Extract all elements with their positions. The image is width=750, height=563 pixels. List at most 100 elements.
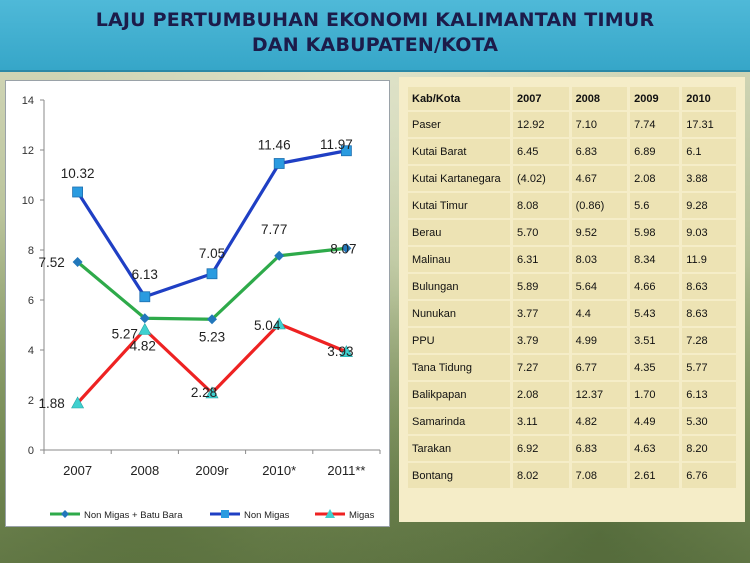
data-label: 11.97 (320, 137, 353, 152)
growth-value-cell: 5.77 (682, 355, 736, 380)
growth-value-cell: 6.1 (682, 139, 736, 164)
region-name-cell: Tana Tidung (408, 355, 510, 380)
growth-value-cell: 7.10 (571, 112, 628, 137)
growth-value-cell: 4.35 (630, 355, 680, 380)
growth-value-cell: 8.34 (630, 247, 680, 272)
table-row: Paser 12.92 7.10 7.74 17.31 (408, 112, 736, 137)
y-tick-label: 4 (28, 345, 34, 357)
table-header-cell: 2008 (571, 87, 628, 110)
table-header-cell: Kab/Kota (408, 87, 510, 110)
data-label: 2.28 (191, 385, 217, 400)
x-tick-label: 2011** (327, 463, 365, 478)
region-name-cell: PPU (408, 328, 510, 353)
table-row: Kutai Timur 8.08 (0.86) 5.6 9.28 (408, 193, 736, 218)
growth-value-cell: 11.9 (682, 247, 736, 272)
data-point-marker (273, 158, 285, 169)
region-name-cell: Nunukan (408, 301, 510, 326)
y-tick-label: 6 (28, 295, 34, 307)
data-point-marker (206, 268, 218, 280)
growth-value-cell: 12.37 (571, 382, 628, 407)
growth-value-cell: 6.45 (513, 139, 569, 164)
growth-value-cell: 6.31 (513, 247, 569, 272)
region-name-cell: Kutai Timur (408, 193, 510, 218)
data-label: 3.93 (327, 344, 353, 359)
regional-growth-table: Kab/Kota 2007 2008 2009 2010 Paser 12.92 7.10 7… (405, 85, 739, 490)
growth-value-cell: 4.49 (630, 409, 680, 434)
growth-value-cell: 3.51 (630, 328, 680, 353)
y-tick-label: 12 (22, 145, 34, 157)
title-line-2: DAN KABUPATEN/KOTA (251, 34, 499, 56)
growth-value-cell: 5.64 (571, 274, 628, 299)
growth-value-cell: 2.08 (630, 166, 680, 191)
data-point-marker (339, 345, 353, 358)
growth-value-cell: 17.31 (682, 112, 736, 137)
data-point-marker (139, 291, 151, 303)
y-tick-label: 8 (28, 245, 34, 257)
table-row: Bulungan 5.89 5.64 4.66 8.63 (408, 274, 736, 299)
y-tick-label: 10 (22, 195, 34, 207)
growth-value-cell: 8.63 (682, 301, 736, 326)
chart-svg: 0 2 4 6 8 10 12 14 2007 2008 2009r 2010* 2011** 7.52 5… (22, 95, 381, 521)
growth-value-cell: (4.02) (513, 166, 569, 191)
data-point-marker (272, 317, 286, 330)
title-line-1: LAJU PERTUMBUHAN EKONOMI KALIMANTAN TIMU… (95, 9, 655, 31)
data-point-marker (340, 145, 352, 157)
growth-value-cell: 6.83 (571, 139, 628, 164)
growth-value-cell: 7.74 (630, 112, 680, 137)
growth-value-cell: 7.27 (513, 355, 569, 380)
data-label: 8.07 (330, 241, 356, 256)
data-point-marker (71, 396, 85, 409)
growth-value-cell: 7.28 (682, 328, 736, 353)
data-point-marker (274, 250, 285, 261)
table-row: Berau 5.70 9.52 5.98 9.03 (408, 220, 736, 245)
legend-label: Non Migas (244, 510, 290, 521)
growth-value-cell: (0.86) (571, 193, 628, 218)
x-tick-label: 2007 (63, 463, 92, 478)
region-name-cell: Paser (408, 112, 510, 137)
growth-value-cell: 2.61 (630, 463, 680, 488)
data-label: 5.23 (199, 329, 225, 344)
growth-value-cell: 2.08 (513, 382, 569, 407)
region-name-cell: Samarinda (408, 409, 510, 434)
data-point-marker (72, 186, 83, 198)
data-label: 11.46 (258, 138, 291, 153)
y-tick-label: 14 (22, 95, 34, 107)
data-label: 6.13 (132, 267, 158, 282)
table-row: Bontang 8.02 7.08 2.61 6.76 (408, 463, 736, 488)
growth-value-cell: 1.70 (630, 382, 680, 407)
growth-value-cell: 6.76 (682, 463, 736, 488)
table-row: Kutai Kartanegara (4.02) 4.67 2.08 3.88 (408, 166, 736, 191)
growth-value-cell: 9.03 (682, 220, 736, 245)
growth-value-cell: 4.4 (571, 301, 628, 326)
growth-value-cell: 5.6 (630, 193, 680, 218)
growth-value-cell: 6.83 (571, 436, 628, 461)
data-point-marker (138, 322, 152, 335)
growth-value-cell: 5.89 (513, 274, 569, 299)
growth-value-cell: 9.52 (571, 220, 628, 245)
growth-value-cell: 3.88 (682, 166, 736, 191)
growth-value-cell: 6.92 (513, 436, 569, 461)
growth-value-cell: 5.70 (513, 220, 569, 245)
table-row: Malinau 6.31 8.03 8.34 11.9 (408, 247, 736, 272)
x-tick-label: 2008 (130, 463, 159, 478)
data-point-marker (207, 314, 217, 325)
data-label: 7.05 (199, 246, 225, 261)
growth-value-cell: 3.11 (513, 409, 569, 434)
growth-value-cell: 4.63 (630, 436, 680, 461)
growth-value-cell: 5.43 (630, 301, 680, 326)
growth-value-cell: 6.13 (682, 382, 736, 407)
table-row: Nunukan 3.77 4.4 5.43 8.63 (408, 301, 736, 326)
legend-swatch-marker (325, 509, 335, 518)
legend-swatch-marker (61, 510, 69, 518)
growth-value-cell: 7.08 (571, 463, 628, 488)
legend-swatch-marker (221, 510, 229, 518)
table-row: PPU 3.79 4.99 3.51 7.28 (408, 328, 736, 353)
growth-value-cell: 8.08 (513, 193, 569, 218)
data-label: 5.04 (254, 318, 281, 333)
data-point-marker (139, 313, 150, 324)
growth-value-cell: 5.30 (682, 409, 736, 434)
region-name-cell: Bontang (408, 463, 510, 488)
region-name-cell: Berau (408, 220, 510, 245)
regional-growth-table-panel: Kab/Kota 2007 2008 2009 2010 Paser 12.92 7.10 7… (399, 77, 745, 522)
growth-value-cell: 4.99 (571, 328, 628, 353)
